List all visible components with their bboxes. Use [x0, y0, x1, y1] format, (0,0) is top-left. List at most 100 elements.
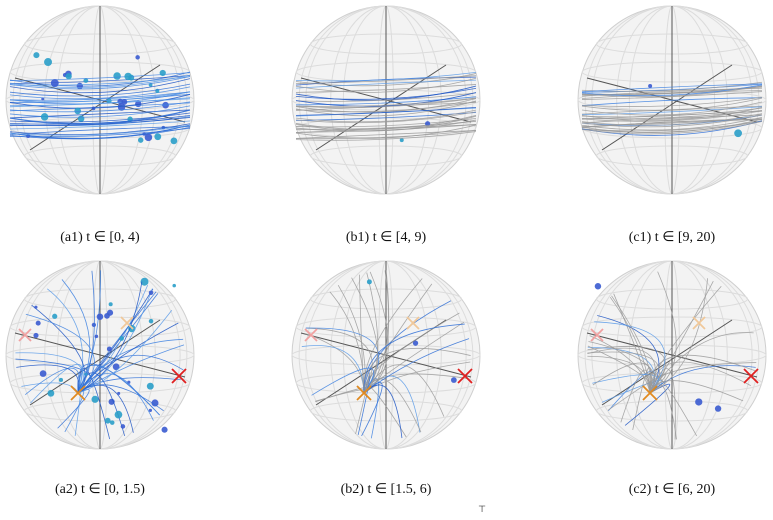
- trajectory: [15, 358, 92, 394]
- endpoint: [120, 424, 126, 429]
- endpoint: [117, 103, 126, 111]
- trajectory: [581, 83, 763, 93]
- trajectory: [649, 278, 709, 394]
- endpoint: [148, 318, 154, 324]
- endpoint: [104, 417, 111, 424]
- endpoint: [119, 336, 124, 341]
- marker: [356, 385, 372, 401]
- axis: [601, 64, 733, 151]
- trajectory: [295, 130, 477, 140]
- trajectory: [295, 115, 477, 132]
- endpoint: [170, 137, 178, 145]
- trajectory: [581, 106, 763, 116]
- trajectory: [581, 87, 763, 97]
- endpoint: [161, 426, 168, 433]
- endpoint: [594, 282, 602, 290]
- trajectory: [9, 102, 191, 112]
- trajectory: [581, 101, 763, 116]
- endpoint: [148, 290, 154, 296]
- trajectory: [351, 277, 379, 394]
- sphere-panel: [5, 5, 195, 195]
- trajectory: [581, 110, 763, 120]
- trajectory: [581, 81, 763, 92]
- endpoint: [106, 346, 112, 352]
- trajectory: [9, 124, 191, 139]
- trajectory: [9, 109, 191, 119]
- trajectory: [587, 347, 656, 394]
- endpoint: [108, 302, 113, 307]
- trajectory: [305, 327, 380, 394]
- endpoint: [172, 283, 176, 288]
- marker: [304, 328, 318, 342]
- endpoint: [47, 389, 55, 397]
- trajectory: [581, 96, 763, 107]
- endpoint: [39, 370, 47, 377]
- endpoint: [140, 277, 149, 286]
- trajectory: [9, 76, 191, 90]
- trajectory: [295, 118, 477, 128]
- sphere-panel: [5, 260, 195, 450]
- endpoint: [148, 408, 152, 413]
- trajectory: [295, 98, 477, 113]
- trajectory: [9, 83, 191, 97]
- trajectory: [295, 97, 477, 108]
- endpoint: [714, 405, 722, 412]
- trajectory: [9, 105, 191, 118]
- endpoint: [399, 138, 404, 143]
- endpoint: [76, 82, 83, 90]
- trajectory: [363, 312, 460, 394]
- trajectory: [295, 71, 477, 82]
- endpoint: [734, 129, 743, 138]
- trajectory: [295, 77, 477, 93]
- trajectory: [329, 291, 365, 394]
- endpoint: [648, 84, 653, 89]
- endpoint: [695, 398, 703, 406]
- trajectory: [295, 75, 477, 85]
- trajectory: [77, 309, 173, 394]
- trajectory: [581, 90, 763, 99]
- trajectory: [581, 110, 763, 122]
- axis: [586, 332, 758, 378]
- trajectory: [649, 368, 676, 440]
- trajectory: [649, 332, 754, 394]
- endpoint: [50, 79, 59, 88]
- trajectory: [295, 87, 477, 100]
- trajectory: [295, 124, 477, 139]
- trajectory: [9, 94, 191, 109]
- trajectory: [295, 124, 477, 134]
- trajectory: [581, 85, 763, 98]
- endpoint: [96, 313, 104, 320]
- endpoint: [35, 320, 41, 326]
- caption: (b1) t ∈ [4, 9): [346, 230, 427, 245]
- trajectory: [295, 109, 477, 123]
- footer-fragment: ⊤: [478, 504, 486, 514]
- endpoint: [91, 322, 97, 327]
- trajectory: [9, 91, 191, 103]
- marker: [743, 368, 759, 384]
- caption: (c2) t ∈ [6, 20): [629, 482, 716, 497]
- trajectory: [592, 362, 653, 394]
- trajectory: [295, 124, 477, 133]
- trajectory: [581, 114, 763, 124]
- endpoint: [40, 113, 49, 121]
- axis: [14, 332, 186, 378]
- trajectory: [47, 288, 84, 394]
- marker: [590, 328, 604, 342]
- endpoint: [412, 340, 419, 346]
- trajectory: [581, 113, 763, 126]
- trajectory: [77, 384, 134, 433]
- endpoint: [451, 377, 457, 383]
- caption: (a2) t ∈ [0, 1.5): [55, 482, 145, 497]
- endpoint: [366, 279, 372, 285]
- trajectory: [295, 79, 477, 89]
- trajectory: [77, 384, 164, 412]
- trajectory: [295, 84, 477, 93]
- endpoint: [41, 97, 45, 101]
- trajectory: [589, 335, 651, 394]
- trajectory: [649, 383, 677, 440]
- trajectory: [355, 371, 371, 435]
- trajectory: [581, 83, 763, 93]
- endpoint: [44, 58, 53, 67]
- trajectory: [9, 112, 191, 123]
